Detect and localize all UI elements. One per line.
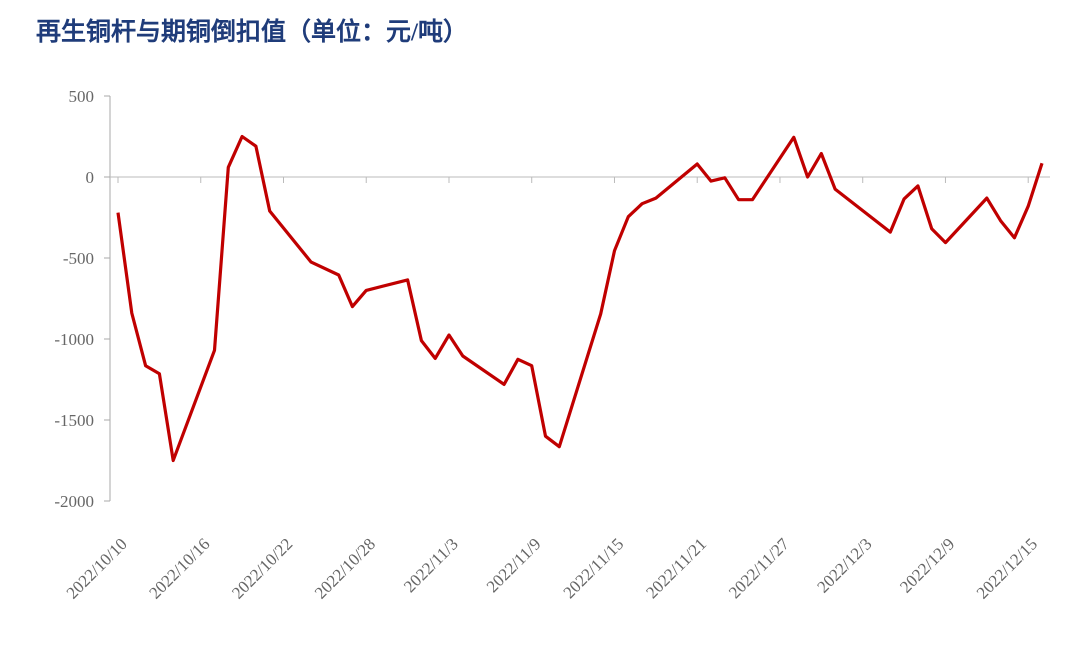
x-tick-label: 2022/10/16 (145, 534, 213, 602)
x-tick-label: 2022/10/28 (311, 534, 379, 602)
x-tick-label: 2022/11/15 (560, 534, 628, 602)
x-tick-label: 2022/10/10 (63, 534, 131, 602)
y-tick-label: -2000 (54, 492, 94, 511)
x-tick-label: 2022/12/3 (813, 534, 875, 596)
x-tick-label: 2022/11/3 (400, 534, 462, 596)
x-tick-label: 2022/10/22 (228, 534, 296, 602)
x-tick-label: 2022/11/27 (725, 534, 793, 602)
x-tick-label: 2022/12/9 (896, 534, 958, 596)
x-tick-label: 2022/12/15 (973, 534, 1041, 602)
chart-title: 再生铜杆与期铜倒扣值（单位：元/吨） (36, 17, 468, 46)
data-line (116, 134, 1044, 463)
y-tick-label: -500 (63, 249, 94, 268)
y-tick-label: -1000 (54, 330, 94, 349)
y-tick-label: 0 (86, 168, 95, 187)
x-tick-label: 2022/11/21 (642, 534, 710, 602)
y-tick-label: -1500 (54, 411, 94, 430)
x-tick-label: 2022/11/9 (483, 534, 545, 596)
y-tick-label: 500 (69, 87, 95, 106)
